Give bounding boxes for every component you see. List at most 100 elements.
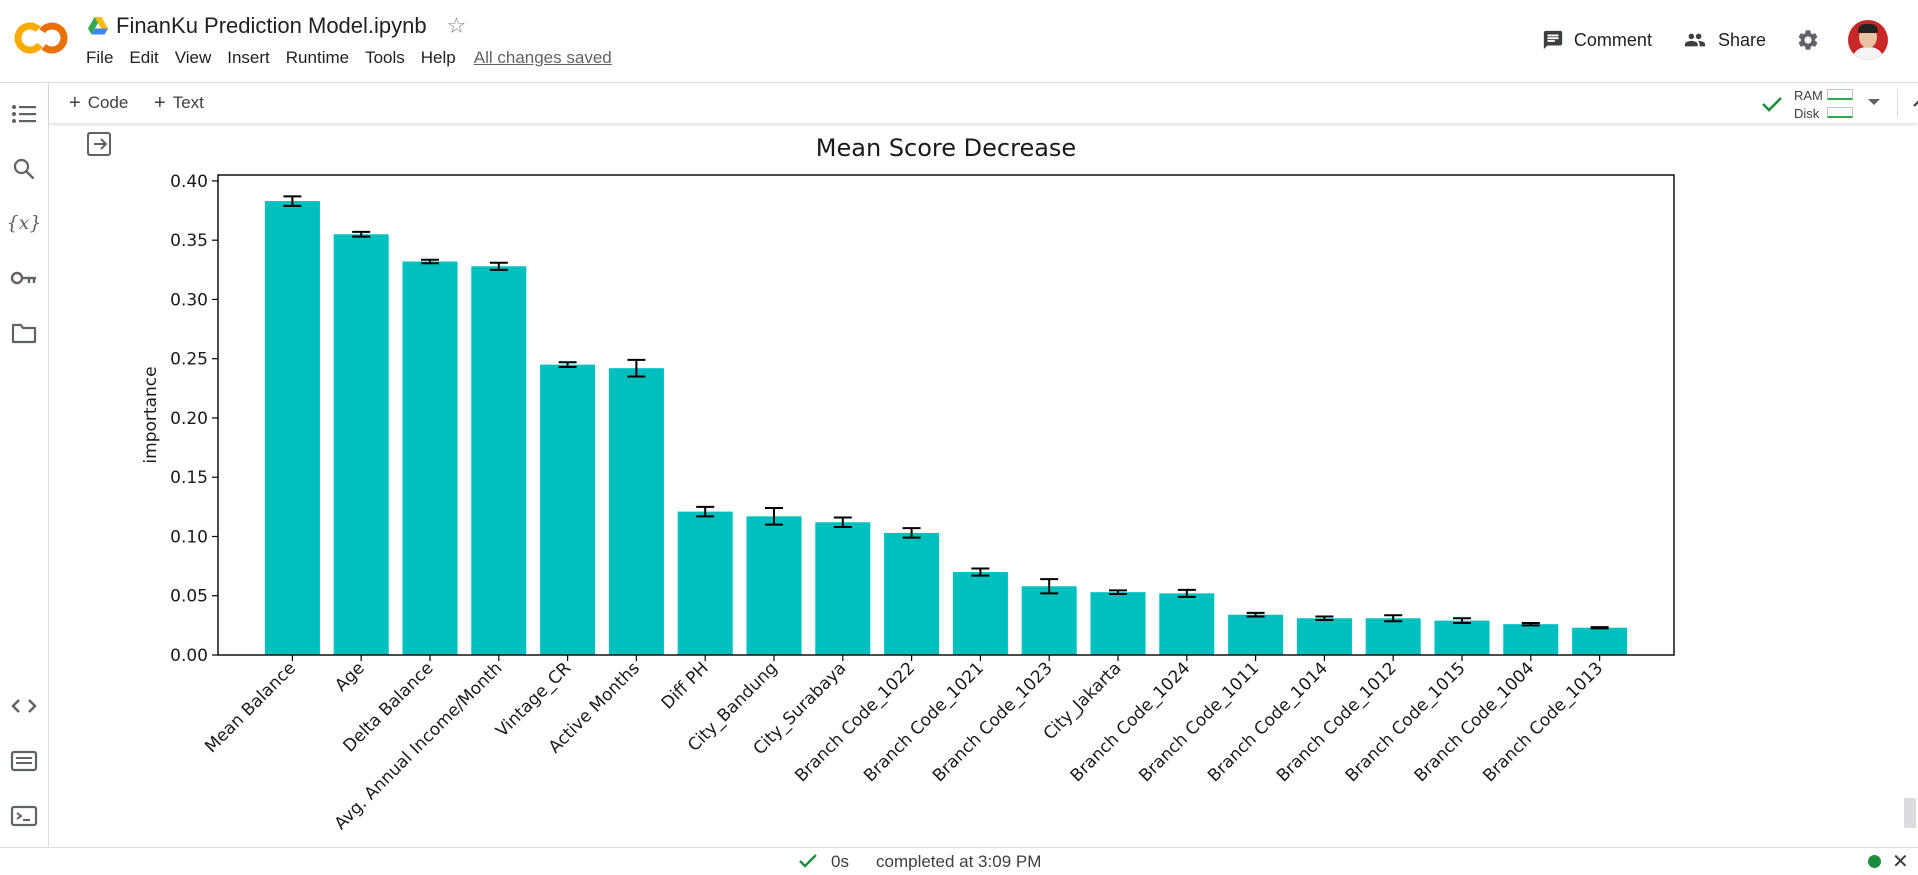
bar <box>540 364 596 655</box>
x-tick-label: Branch Code_1014 <box>1204 658 1332 786</box>
bar <box>815 522 871 655</box>
x-tick-label: Branch Code_1023 <box>929 658 1057 786</box>
x-tick-label: Branch Code_1015 <box>1342 658 1470 786</box>
google-drive-icon <box>88 17 108 35</box>
y-tick-label: 0.35 <box>170 231 208 251</box>
save-status-link[interactable]: All changes saved <box>473 48 612 67</box>
bar <box>1159 593 1215 655</box>
bar <box>677 511 733 655</box>
colab-logo[interactable] <box>14 18 68 58</box>
ram-usage-bar <box>1827 89 1853 100</box>
x-tick-label: Branch Code_1022 <box>791 658 919 786</box>
x-tick-label: Branch Code_1012 <box>1273 658 1401 786</box>
bar <box>952 572 1008 655</box>
table-of-contents-icon[interactable] <box>10 100 38 128</box>
bar <box>333 234 389 655</box>
runtime-resources-indicator[interactable]: RAM Disk <box>1761 86 1861 121</box>
code-snippets-icon[interactable] <box>10 692 38 720</box>
add-text-label: Text <box>172 93 204 112</box>
add-code-label: Code <box>87 93 129 112</box>
secrets-key-icon[interactable] <box>10 264 38 292</box>
plus-icon: + <box>154 91 166 114</box>
bar <box>884 532 940 655</box>
bar <box>608 368 664 655</box>
menu-edit[interactable]: Edit <box>129 48 159 67</box>
y-tick-label: 0.05 <box>170 587 208 607</box>
chevron-up-icon[interactable] <box>1911 94 1918 112</box>
y-tick-label: 0.25 <box>170 350 208 370</box>
mean-score-decrease-chart: Mean Score Decrease importance 0.00 0.05 0.1… <box>141 134 1675 834</box>
comment-icon <box>1543 30 1563 50</box>
y-tick-label: 0.10 <box>170 527 208 547</box>
x-tick-label: Diff PH <box>658 658 713 713</box>
avatar-shirt <box>1852 47 1884 60</box>
bar <box>1228 614 1284 655</box>
menu-runtime[interactable]: Runtime <box>285 48 350 67</box>
connected-check-icon <box>1762 97 1782 112</box>
avatar-hair <box>1858 24 1878 33</box>
execution-time: 0s <box>831 852 849 871</box>
settings-gear-icon[interactable] <box>1796 28 1820 52</box>
menu-tools[interactable]: Tools <box>365 48 405 67</box>
bar <box>1021 586 1077 655</box>
files-folder-icon[interactable] <box>10 319 38 347</box>
menu-bar: File Edit View Insert Runtime Tools Help… <box>86 48 612 68</box>
menu-help[interactable]: Help <box>420 48 456 67</box>
disk-label: Disk <box>1794 106 1820 121</box>
variables-icon[interactable]: {𝑥} <box>6 212 42 234</box>
add-code-cell-button[interactable]: + Code <box>69 93 128 113</box>
execution-check-icon <box>799 854 817 868</box>
command-palette-icon[interactable] <box>10 747 38 775</box>
comment-label: Comment <box>1573 29 1652 50</box>
terminal-icon[interactable] <box>10 802 38 830</box>
y-tick-label: 0.30 <box>170 290 208 310</box>
chart-title: Mean Score Decrease <box>816 134 1076 162</box>
user-avatar[interactable] <box>1848 20 1888 60</box>
y-tick-label: 0.40 <box>170 172 208 192</box>
bar <box>746 516 802 655</box>
bar <box>1434 620 1490 655</box>
bar <box>1572 627 1628 655</box>
x-tick-label: Branch Code_1004 <box>1411 658 1539 786</box>
close-icon[interactable]: ✕ <box>1892 851 1909 873</box>
axes-frame <box>217 174 1675 656</box>
comment-button[interactable]: Comment <box>1542 29 1652 51</box>
x-tick-label: Branch Code_1011 <box>1135 658 1263 786</box>
plus-icon: + <box>69 91 81 114</box>
x-tick-label: Branch Code_1013 <box>1479 658 1607 786</box>
share-button[interactable]: Share <box>1682 29 1766 51</box>
notebook-toolbar: + Code + Text RAM Disk <box>49 83 1918 123</box>
y-tick-label: 0.20 <box>170 409 208 429</box>
scrollbar-thumb[interactable] <box>1904 798 1916 828</box>
bar <box>1296 618 1352 655</box>
chevron-down-icon[interactable] <box>1867 97 1881 107</box>
people-icon <box>1684 33 1706 47</box>
header-actions: Comment Share <box>1542 18 1918 62</box>
star-icon[interactable]: ☆ <box>446 13 467 38</box>
notebook-title[interactable]: FinanKu Prediction Model.ipynb <box>116 13 427 38</box>
menu-insert[interactable]: Insert <box>227 48 270 67</box>
bar <box>1365 618 1421 655</box>
menu-file[interactable]: File <box>86 48 114 67</box>
y-axis-label: importance <box>141 366 161 463</box>
header-bar: FinanKu Prediction Model.ipynb ☆ File Ed… <box>0 0 1918 83</box>
x-tick-label: Branch Code_1024 <box>1067 658 1195 786</box>
output-actions-icon[interactable] <box>86 131 114 157</box>
bar <box>1503 624 1559 655</box>
toolbar-divider <box>1897 89 1898 117</box>
disk-usage-bar <box>1827 107 1853 118</box>
bar <box>264 201 320 655</box>
x-tick-label: Branch Code_1021 <box>860 658 988 786</box>
share-label: Share <box>1717 29 1766 50</box>
status-bar: 0s completed at 3:09 PM ✕ <box>0 847 1918 875</box>
x-tick-label: Mean Balance <box>201 658 300 757</box>
left-sidebar: {𝑥} <box>0 83 49 846</box>
add-text-cell-button[interactable]: + Text <box>154 93 204 113</box>
bar <box>471 266 527 655</box>
search-icon[interactable] <box>10 155 38 183</box>
menu-view[interactable]: View <box>174 48 212 67</box>
x-tick-label: Age <box>331 658 368 695</box>
bar <box>402 261 458 655</box>
ram-label: RAM <box>1794 88 1823 103</box>
runtime-status-dot <box>1868 855 1881 868</box>
